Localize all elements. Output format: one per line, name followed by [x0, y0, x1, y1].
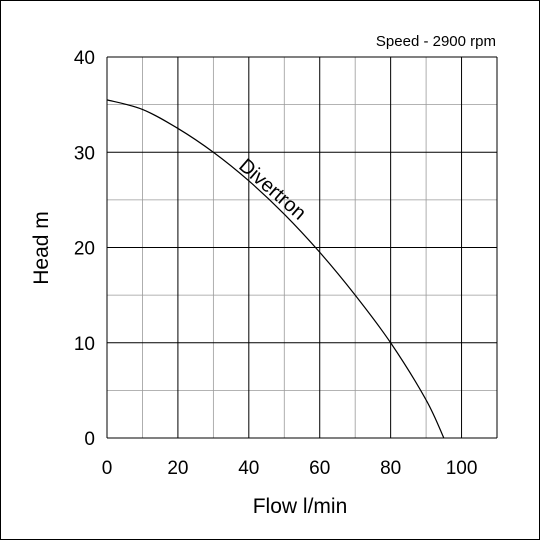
- x-axis-label: Flow l/min: [253, 495, 348, 518]
- y-axis-label: Head m: [30, 211, 53, 285]
- y-tick-label: 30: [74, 143, 95, 164]
- series-line-divertron: [106, 99, 445, 439]
- x-tick-label: 0: [102, 458, 113, 479]
- y-tick-label: 20: [74, 239, 95, 260]
- tick-labels: 0 20 40 60 80 100 0 10 20 30 40: [74, 48, 478, 479]
- x-tick-label: 60: [309, 458, 330, 479]
- x-tick-label: 100: [446, 458, 478, 479]
- x-tick-label: 20: [167, 458, 188, 479]
- y-tick-label: 0: [84, 429, 95, 450]
- speed-annotation: Speed - 2900 rpm: [376, 33, 496, 50]
- major-grid: [106, 56, 498, 439]
- y-tick-label: 40: [74, 48, 95, 69]
- y-tick-label: 10: [74, 334, 95, 355]
- x-tick-label: 80: [380, 458, 401, 479]
- series-layer: Divertron: [106, 99, 445, 439]
- x-tick-label: 40: [238, 458, 259, 479]
- series-label-divertron: Divertron: [234, 155, 310, 225]
